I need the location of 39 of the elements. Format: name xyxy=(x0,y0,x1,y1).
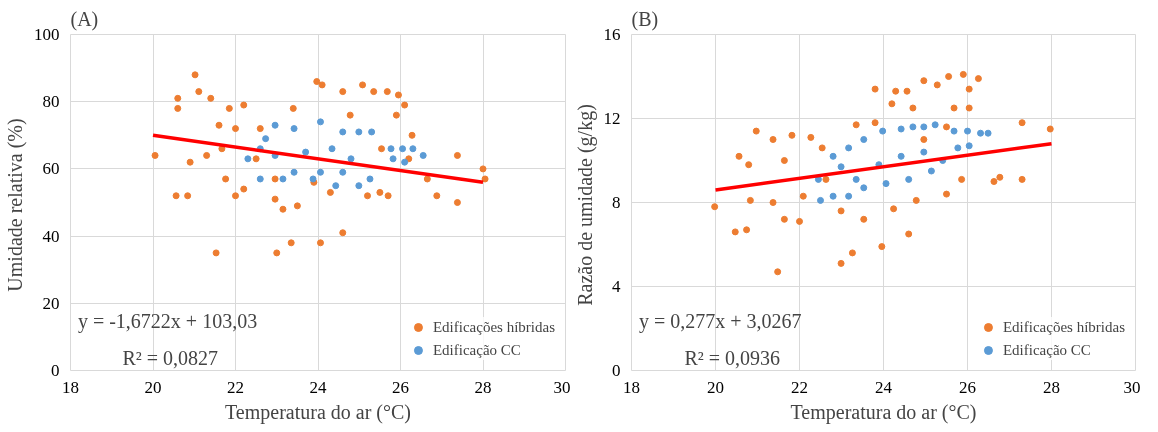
y-tick-label: 8 xyxy=(612,193,621,212)
y-tick-label: 60 xyxy=(42,159,60,179)
annotation: y = -1,6722x + 103,03 xyxy=(77,309,258,333)
annotation: R² = 0,0936 xyxy=(684,346,781,369)
y-tick-label: 12 xyxy=(603,109,621,128)
x-tick-label: 20 xyxy=(707,377,724,397)
chart-title: (A) xyxy=(70,7,99,31)
x-tick-label: 18 xyxy=(62,377,79,397)
x-tick-label: 20 xyxy=(144,377,162,397)
y-tick-label: 20 xyxy=(42,293,60,313)
x-axis-title: Temperatura do ar (°C) xyxy=(225,400,411,424)
x-tick-label: 22 xyxy=(227,377,244,397)
x-tick-label: 24 xyxy=(875,377,893,397)
legend-label: Edificação CC xyxy=(432,341,521,359)
y-tick-label: 40 xyxy=(42,226,60,246)
annotation: R² = 0,0827 xyxy=(122,346,219,369)
x-tick-label: 26 xyxy=(392,377,409,397)
legend-label: Edificação CC xyxy=(1002,341,1091,359)
x-tick-label: 24 xyxy=(309,377,327,397)
x-tick-label: 28 xyxy=(474,377,492,397)
y-tick-label: 0 xyxy=(51,361,60,380)
x-tick-label: 26 xyxy=(959,377,976,397)
y-tick-label: 0 xyxy=(612,361,621,380)
annotation: y = 0,277x + 3,0267 xyxy=(639,309,802,333)
x-tick-label: 30 xyxy=(553,377,571,397)
x-tick-label: 28 xyxy=(1043,377,1060,397)
y-axis-title: Umidade relativa (%) xyxy=(4,118,27,292)
x-axis-title: Temperatura do ar (°C) xyxy=(790,400,977,424)
y-tick-label: 4 xyxy=(612,277,621,296)
x-tick-label: 18 xyxy=(623,377,640,397)
y-axis-title: Razão de umidade (g/kg) xyxy=(573,104,597,306)
y-tick-label: 100 xyxy=(34,25,60,44)
legend-label: Edificações híbridas xyxy=(432,318,555,336)
y-tick-label: 80 xyxy=(42,92,60,112)
x-tick-label: 30 xyxy=(1123,377,1141,397)
chart-title: (B) xyxy=(631,7,659,31)
x-tick-label: 22 xyxy=(791,377,808,397)
y-tick-label: 16 xyxy=(603,25,621,44)
legend-label: Edificações híbridas xyxy=(1002,318,1125,336)
